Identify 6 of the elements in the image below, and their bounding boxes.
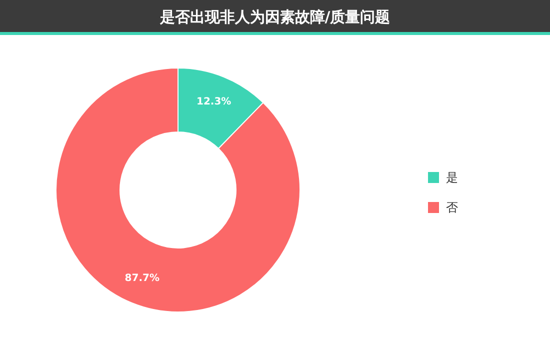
data-label: 12.3% xyxy=(196,96,232,108)
chart-title: 是否出现非人为因素故障/质量问题 xyxy=(158,8,390,26)
data-label: 87.7% xyxy=(124,272,160,284)
legend-label: 否 xyxy=(446,200,458,214)
legend-label: 是 xyxy=(446,170,458,184)
donut-slice xyxy=(56,68,300,312)
